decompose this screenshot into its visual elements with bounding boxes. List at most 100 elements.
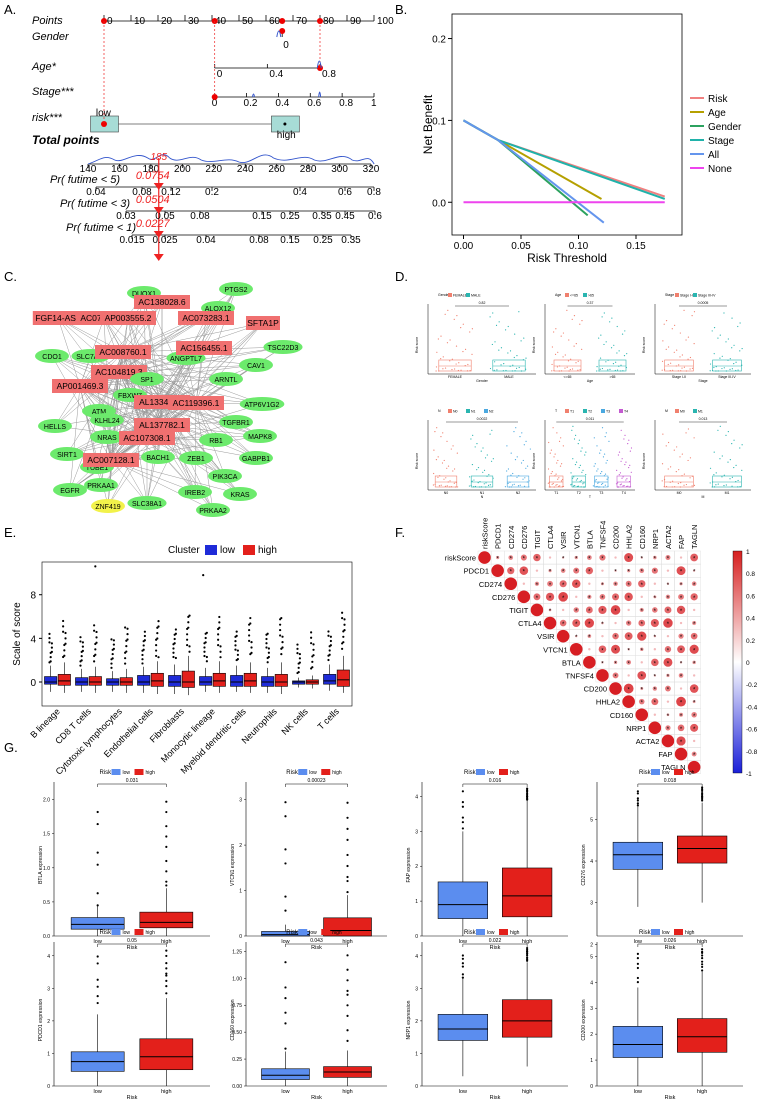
- heatmap-col-label: PDCD1: [494, 524, 503, 549]
- data-point: [558, 477, 560, 479]
- x-axis-label: Risk: [127, 1095, 138, 1101]
- legend-key-low: [298, 769, 308, 775]
- heatmap-sig: *: [654, 557, 657, 563]
- heatmap-sig: *: [575, 583, 578, 589]
- heatmap-sig: *: [693, 714, 696, 720]
- network-node-gene: [91, 499, 125, 513]
- x-tick-label: 0.10: [569, 241, 589, 252]
- heatmap-circle: [637, 631, 647, 641]
- panel-label-e: E.: [4, 525, 16, 540]
- heatmap-circle: [653, 713, 657, 716]
- data-point: [554, 353, 557, 355]
- heatmap-circle: [614, 621, 617, 625]
- outlier: [267, 655, 270, 659]
- legend-label: T4: [624, 410, 628, 414]
- heatmap-circle: [625, 580, 632, 587]
- data-point: [679, 456, 681, 458]
- data-point: [601, 367, 604, 370]
- outlier: [329, 635, 332, 638]
- data-point: [560, 335, 562, 337]
- box-high: [501, 999, 553, 1038]
- box: [470, 475, 494, 488]
- heatmap-sig: *: [667, 661, 670, 667]
- heatmap-sig: *: [627, 570, 630, 576]
- x-tick-label: high: [342, 1089, 352, 1095]
- data-point: [672, 480, 674, 482]
- data-point: [626, 478, 628, 480]
- box-high: [274, 674, 288, 687]
- heatmap-sig: *: [680, 661, 683, 667]
- data-point: [521, 432, 523, 434]
- outlier: [165, 992, 168, 995]
- outlier: [461, 976, 464, 979]
- row-label-gender: Gender: [32, 31, 70, 43]
- heatmap-sig: *: [588, 635, 591, 641]
- heatmap-circle: [651, 698, 659, 706]
- data-point: [510, 452, 512, 454]
- box: [571, 475, 586, 488]
- heatmap-sig: *: [667, 727, 670, 733]
- outlier: [165, 949, 168, 952]
- heatmap-circle: [601, 621, 604, 625]
- legend-title: Risk: [100, 770, 113, 776]
- data-point: [679, 356, 681, 358]
- data-point: [513, 356, 515, 359]
- tick-label-age: 0.8: [322, 69, 336, 80]
- data-point: [556, 366, 559, 368]
- outlier: [636, 799, 639, 802]
- data-point: [561, 463, 563, 465]
- data-point: [623, 484, 625, 487]
- network-edge: [122, 351, 263, 405]
- heatmap-circle: [573, 607, 579, 613]
- data-point: [607, 369, 609, 371]
- outlier: [265, 642, 268, 645]
- data-point: [560, 480, 563, 482]
- tick-label-total: 160: [111, 164, 128, 175]
- data-point: [559, 465, 562, 467]
- data-point: [741, 347, 743, 350]
- heatmap-circle: [624, 632, 633, 641]
- data-point: [617, 482, 619, 484]
- outlier: [218, 626, 221, 629]
- outlier: [96, 995, 99, 998]
- heatmap-circle: [690, 553, 699, 562]
- outlier: [346, 827, 349, 830]
- data-point: [681, 367, 683, 369]
- tick-label-total: 200: [174, 164, 191, 175]
- data-point: [725, 484, 727, 486]
- colorbar-tick-label: 0.6: [746, 593, 755, 600]
- data-point: [731, 347, 733, 349]
- data-point: [523, 485, 526, 487]
- network-node-lncrna: [32, 311, 84, 325]
- y-tick-label: 0.50: [232, 1030, 242, 1036]
- network-node-gene: [38, 419, 72, 433]
- data-point: [577, 369, 579, 371]
- heatmap-sig: *: [496, 557, 499, 563]
- outlier: [174, 628, 177, 631]
- heatmap-circle: [676, 736, 686, 746]
- outlier: [636, 797, 639, 800]
- data-point: [524, 477, 526, 479]
- data-point: [628, 466, 630, 469]
- heatmap-circle: [664, 646, 672, 653]
- outlier: [298, 661, 301, 664]
- heatmap-sig: *: [588, 609, 591, 615]
- heatmap-circle: [626, 659, 632, 665]
- box-low: [437, 881, 488, 919]
- legend-key: [693, 409, 697, 413]
- x-tick-label: low: [634, 1089, 642, 1095]
- heatmap-sig: *: [601, 596, 604, 602]
- data-point: [446, 485, 448, 487]
- data-point: [612, 363, 615, 365]
- heatmap-sig: *: [614, 648, 617, 654]
- box-high: [139, 911, 194, 929]
- data-point: [683, 309, 685, 311]
- panel-label-c: C.: [4, 269, 17, 284]
- outlier: [172, 651, 175, 654]
- heatmap-sig: *: [575, 570, 578, 576]
- colorbar-tick-label: -1: [746, 771, 752, 778]
- outlier: [219, 656, 222, 659]
- data-point: [437, 476, 439, 478]
- outlier: [312, 648, 315, 651]
- legend-label-low: low: [309, 770, 317, 776]
